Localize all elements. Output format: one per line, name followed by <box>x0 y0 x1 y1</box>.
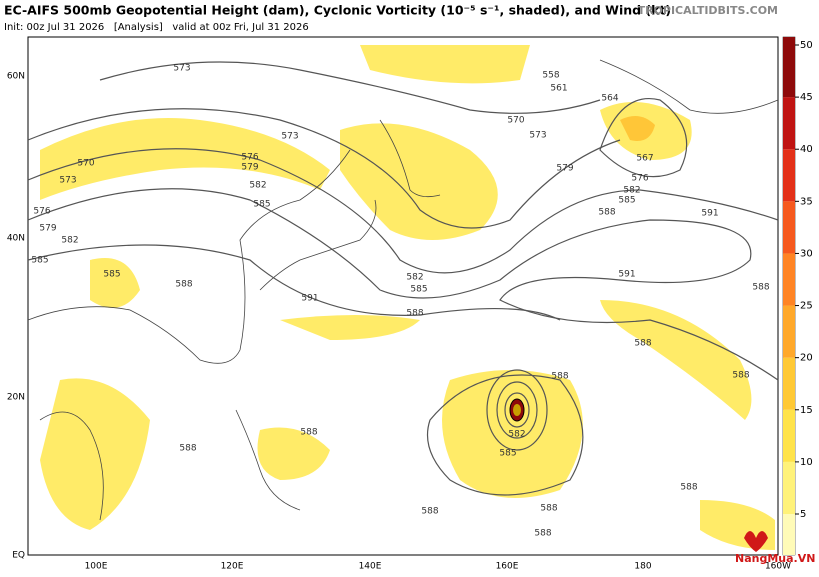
contour-label: 582 <box>61 236 78 246</box>
contour-label: 582 <box>623 186 640 196</box>
contour-label: 585 <box>499 449 516 459</box>
lat-label: 20N <box>7 393 25 403</box>
colorbar-label: 30 <box>800 248 813 259</box>
lon-label: 100E <box>85 562 108 572</box>
axis-labels: 100E 120E 140E 160E 180 160W 60N 40N 20N EQ <box>7 72 791 572</box>
colorbar-label: 25 <box>800 301 813 312</box>
contour-label: 570 <box>507 116 524 126</box>
contour-label: 579 <box>39 224 56 234</box>
colorbar-segment <box>783 253 795 306</box>
colorbar-label: 35 <box>800 196 813 207</box>
contour-label: 576 <box>631 174 648 184</box>
contour-label: 579 <box>556 164 573 174</box>
contour-label: 585 <box>618 196 635 206</box>
contour-label: 588 <box>179 444 196 454</box>
lon-label: 140E <box>359 562 382 572</box>
contour-label: 585 <box>103 270 120 280</box>
colorbar-label: 5 <box>800 509 806 520</box>
colorbar-label: 50 <box>800 40 813 51</box>
contour-label: 579 <box>241 163 258 173</box>
contour-label: 588 <box>540 504 557 514</box>
contour-label: 585 <box>410 285 427 295</box>
lat-label: 60N <box>7 72 25 82</box>
vorticity-shading <box>40 45 775 550</box>
colorbar-segment <box>783 409 795 462</box>
contour-label: 564 <box>601 94 618 104</box>
colorbar-label: 20 <box>800 353 813 364</box>
colorbar: 5 10 15 20 25 30 35 40 45 50 <box>782 36 813 556</box>
contour-label: 591 <box>618 270 635 280</box>
height-contours <box>27 61 779 496</box>
colorbar-label: 15 <box>800 405 813 416</box>
contour-label: 573 <box>59 176 76 186</box>
contour-label: 561 <box>550 84 567 94</box>
contour-label: 570 <box>77 159 94 169</box>
watermark-text: NangMua.VN <box>735 552 815 565</box>
colorbar-label: 45 <box>800 92 813 103</box>
contour-label: 582 <box>508 430 525 440</box>
lon-label: 180 <box>634 562 651 572</box>
contour-label: 576 <box>241 153 258 163</box>
colorbar-segment <box>783 357 795 410</box>
contour-label: 582 <box>406 273 423 283</box>
source: TROPICALTIDBITS.COM <box>638 4 778 17</box>
contour-label: 588 <box>551 372 568 382</box>
contour-label: 588 <box>634 339 651 349</box>
contour-label: 588 <box>406 309 423 319</box>
contour-label: 573 <box>281 132 298 142</box>
init-line: Init: 00z Jul 31 2026 [Analysis] valid a… <box>4 22 309 33</box>
contour-label: 591 <box>301 294 318 304</box>
lon-label: 160W <box>765 562 791 572</box>
contour-label: 558 <box>542 71 559 81</box>
watermark: NangMua.VN <box>735 531 815 565</box>
coastlines <box>27 59 779 521</box>
colorbar-segment <box>783 37 795 98</box>
contour-label: 585 <box>31 256 48 266</box>
lon-label: 120E <box>221 562 244 572</box>
contour-label: 567 <box>636 154 653 164</box>
colorbar-segment <box>783 149 795 202</box>
colorbar-segment <box>783 461 795 514</box>
lat-label: EQ <box>12 551 25 561</box>
contour-label: 588 <box>300 428 317 438</box>
contour-label: 591 <box>701 209 718 219</box>
colorbar-label: 40 <box>800 144 813 155</box>
contour-label: 588 <box>680 483 697 493</box>
lon-label: 160E <box>496 562 519 572</box>
lat-label: 40N <box>7 234 25 244</box>
colorbar-label: 10 <box>800 457 813 468</box>
colorbar-segment <box>783 514 795 555</box>
contour-label: 588 <box>752 283 769 293</box>
contour-label: 588 <box>534 529 551 539</box>
colorbar-segment <box>783 201 795 254</box>
contour-label: 588 <box>175 280 192 290</box>
colorbar-segment <box>783 305 795 358</box>
title: EC-AIFS 500mb Geopotential Height (dam),… <box>4 3 671 18</box>
contour-label: 585 <box>253 200 270 210</box>
contour-label: 588 <box>598 208 615 218</box>
contour-label: 582 <box>249 181 266 191</box>
contour-label: 576 <box>33 207 50 217</box>
contour-label: 588 <box>732 371 749 381</box>
contour-label: 573 <box>529 131 546 141</box>
contour-label: 588 <box>421 507 438 517</box>
contour-label: 573 <box>173 64 190 74</box>
colorbar-segment <box>783 97 795 150</box>
